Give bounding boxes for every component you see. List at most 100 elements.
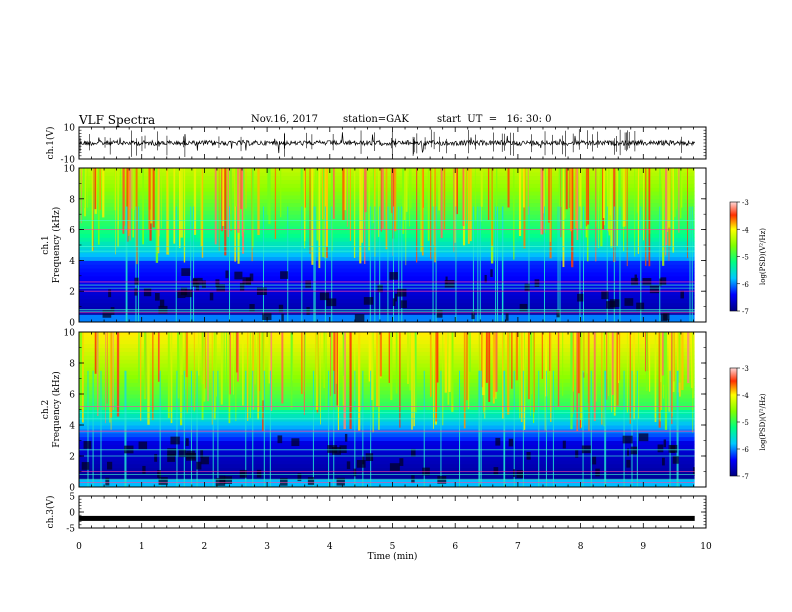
spec-streak xyxy=(667,168,671,228)
spec-sferic xyxy=(175,206,177,322)
spec-sferic xyxy=(287,206,289,322)
spec-streak xyxy=(116,332,120,417)
spec-streak xyxy=(487,168,490,221)
spec-dark-patch xyxy=(327,445,338,453)
spec-streak xyxy=(301,332,303,394)
spec-streak xyxy=(634,168,636,257)
spec-streak xyxy=(177,332,180,399)
spec-streak xyxy=(533,332,535,424)
spec-band xyxy=(79,374,695,379)
spec-band xyxy=(79,440,695,445)
spec-sferic xyxy=(543,206,545,322)
colorbar-tick-label: -3 xyxy=(742,365,749,373)
spec-band xyxy=(79,295,695,300)
spec-sferic xyxy=(313,206,315,322)
spec-streak xyxy=(170,332,173,424)
spec-streak xyxy=(409,332,411,391)
spec-dark-patch xyxy=(143,288,152,297)
spec-streak xyxy=(507,332,510,415)
spec-streak xyxy=(608,332,610,397)
spec-streak xyxy=(586,332,588,374)
spec-streak xyxy=(211,332,213,425)
spec-sferic xyxy=(640,206,642,322)
spec-streak xyxy=(643,168,645,241)
spec-sferic xyxy=(252,370,254,487)
spec-streak xyxy=(371,332,374,401)
spec-streak xyxy=(576,168,579,241)
spec-streak xyxy=(484,332,486,419)
spec-streak xyxy=(201,332,204,420)
spec-streak xyxy=(372,332,374,433)
ch3-waveform-panel: 5 0 -5 ch.3(V) xyxy=(45,493,707,535)
spec-streak xyxy=(407,332,409,384)
spec-dark-patch xyxy=(534,279,540,287)
spec-streak xyxy=(128,168,131,210)
spec-sferic xyxy=(504,370,506,487)
spec-dark-patch xyxy=(495,437,501,446)
spec-streak xyxy=(420,168,423,253)
colorbar-ch1: -3 -4 -5 -6 -7 log(PSD)(V²/Hz) xyxy=(729,199,767,316)
spec-streak xyxy=(331,332,333,407)
spec-sferic xyxy=(124,370,126,487)
spec-sferic xyxy=(459,370,461,487)
spec-streak xyxy=(447,332,450,405)
spec-dark-patch xyxy=(107,461,113,470)
spec-streak xyxy=(673,332,675,382)
spec-dark-patch xyxy=(394,293,397,302)
spec-band xyxy=(79,318,695,323)
spec-streak xyxy=(229,168,231,215)
spec-band xyxy=(79,347,695,352)
spec-streak xyxy=(203,332,206,402)
spec-dark-patch xyxy=(392,298,396,307)
spec-streak xyxy=(575,168,578,229)
spec-band xyxy=(79,366,695,372)
spec-streak xyxy=(648,168,651,267)
spec-streak xyxy=(617,332,619,384)
spec-streak xyxy=(270,332,273,412)
spec-streak xyxy=(509,332,511,376)
spec-dark-patch xyxy=(493,467,499,475)
spec-streak xyxy=(557,332,560,407)
spec-streak xyxy=(518,168,522,237)
spec-streak xyxy=(237,168,240,233)
spec-dark-patch xyxy=(209,292,214,301)
spec-sferic xyxy=(631,370,633,487)
spec-streak xyxy=(213,332,216,420)
spec-dark-patch xyxy=(663,312,670,321)
spec-streak xyxy=(290,332,293,409)
spec-dark-patch xyxy=(680,290,684,299)
y-tick-label: 6 xyxy=(69,391,75,401)
spec-streak xyxy=(333,332,336,394)
ch1-waveform-line xyxy=(78,132,696,154)
spec-streak xyxy=(359,168,362,264)
spec-dark-patch xyxy=(102,310,112,318)
spec-streak xyxy=(320,332,321,425)
spec-streak xyxy=(410,168,412,209)
spec-streak xyxy=(402,168,405,234)
spec-streak xyxy=(564,168,567,219)
spec-streak xyxy=(304,332,306,393)
spec-streak xyxy=(602,168,605,219)
spec-dark-patch xyxy=(365,453,374,462)
spec-sferic xyxy=(190,206,192,322)
spec-streak xyxy=(315,168,316,213)
spec-dark-patch xyxy=(215,279,220,287)
spec-streak xyxy=(467,168,470,244)
spec-dark-patch xyxy=(399,458,404,466)
spec-streak xyxy=(462,168,465,227)
spec-dark-patch xyxy=(592,456,597,465)
spec-streak xyxy=(588,332,590,431)
spec-sferic xyxy=(455,206,457,322)
spec-streak xyxy=(600,168,603,247)
spec-streak xyxy=(323,332,326,389)
spec-sferic xyxy=(557,206,559,322)
spec-streak xyxy=(234,168,237,262)
spec-streak xyxy=(611,332,613,413)
spec-streak xyxy=(254,332,256,385)
spec-streak xyxy=(571,168,574,268)
spec-sferic xyxy=(401,206,403,322)
spec-streak xyxy=(349,332,352,429)
spec-sferic xyxy=(440,370,442,487)
spec-streak xyxy=(680,168,683,208)
spec-sferic xyxy=(623,370,625,487)
